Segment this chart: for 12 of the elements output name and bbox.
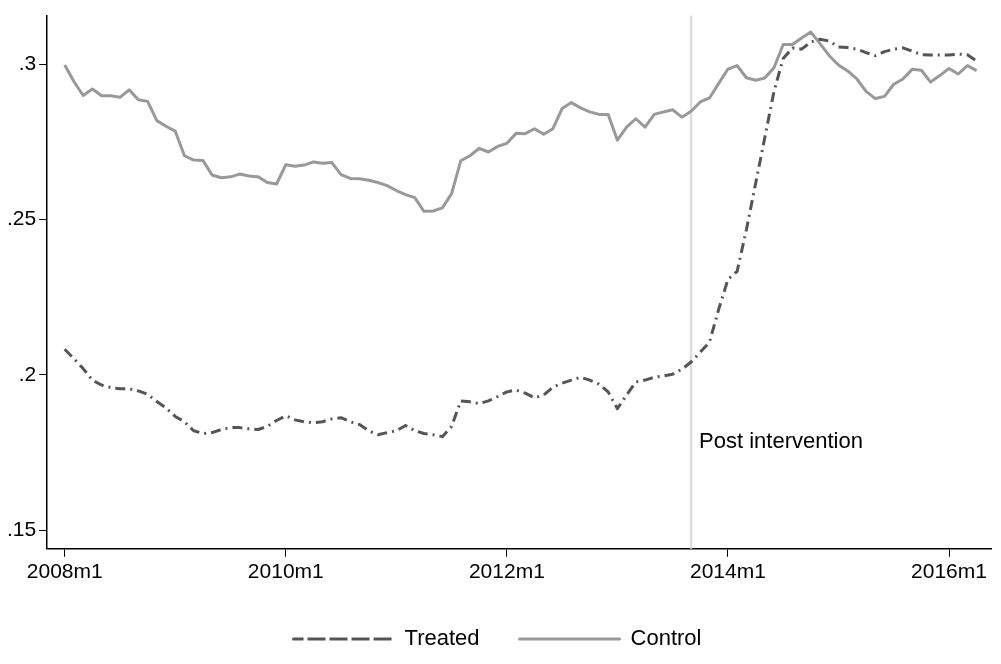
y-tick-label: .3: [18, 50, 37, 74]
ref-line-label: Post intervention: [699, 428, 863, 454]
legend-label: Control: [630, 625, 702, 651]
y-tick-label: .2: [18, 361, 37, 385]
x-tick-label: 2016m1: [911, 559, 987, 583]
y-tick-label: .25: [6, 206, 37, 230]
x-tick-label: 2012m1: [468, 559, 545, 583]
y-tick-label: .15: [6, 516, 37, 540]
x-tick-label: 2008m1: [26, 559, 103, 583]
legend-label: Treated: [404, 625, 480, 651]
x-tick-label: 2014m1: [689, 559, 766, 583]
x-tick-label: 2010m1: [247, 559, 324, 583]
